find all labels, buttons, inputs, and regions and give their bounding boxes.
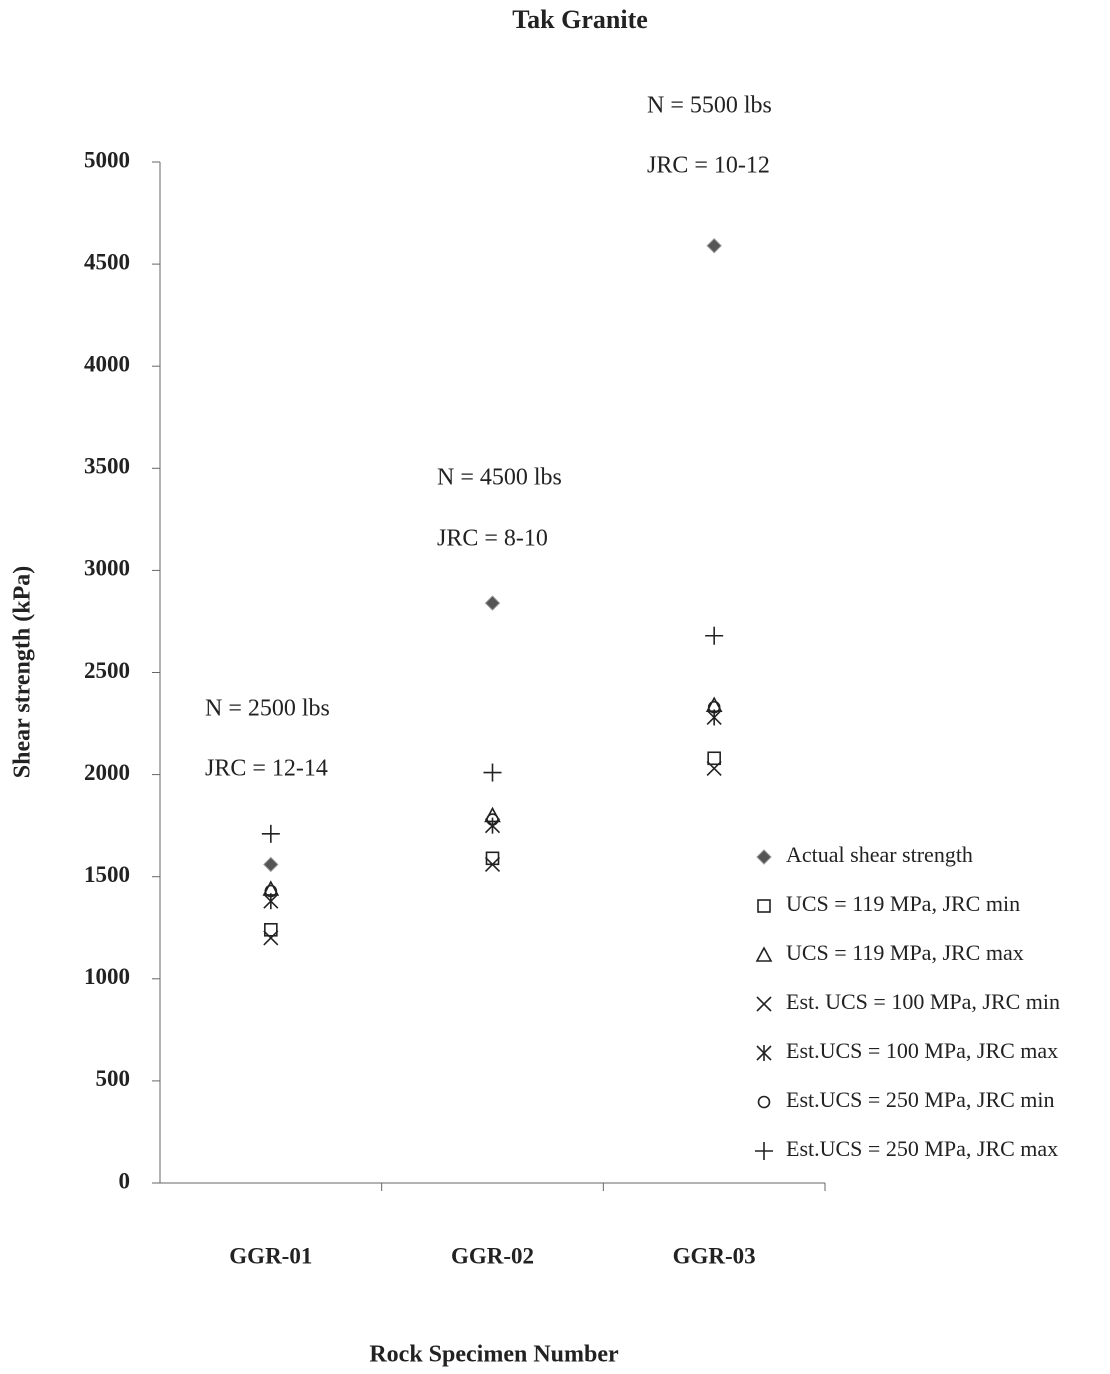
y-tick-label: 500 [96,1066,131,1091]
marker-part [708,752,720,764]
x-axis-label: Rock Specimen Number [369,1342,619,1368]
marker-part [707,239,721,253]
data-point [707,239,721,253]
legend-label: Est.UCS = 250 MPa, JRC min [786,1087,1055,1112]
data-point [484,764,502,782]
y-tick-label: 2500 [84,658,130,683]
legend-marker [757,850,771,864]
marker-part [757,850,771,864]
legend-label: UCS = 119 MPa, JRC max [786,940,1024,965]
y-tick-label: 1000 [84,964,130,989]
legend-marker [758,900,770,912]
marker-part [758,900,770,912]
y-tick-label: 2000 [84,760,130,785]
annotation: JRC = 8-10 [437,526,548,552]
y-tick-label: 1500 [84,862,130,887]
legend-label: Actual shear strength [786,842,973,867]
y-tick-label: 0 [119,1168,131,1193]
data-point [487,852,499,864]
legend-label: Est.UCS = 100 MPa, JRC max [786,1038,1058,1063]
y-tick-label: 5000 [84,147,130,172]
data-point [705,627,723,645]
y-axis-label: Shear strength (kPa) [10,566,36,778]
y-tick-label: 3000 [84,556,130,581]
annotation: JRC = 12-14 [205,756,328,782]
data-point [264,893,278,909]
legend-label: Est. UCS = 100 MPa, JRC min [786,989,1060,1014]
legend-label: UCS = 119 MPa, JRC min [786,891,1020,916]
legend-label: Est.UCS = 250 MPa, JRC max [786,1136,1058,1161]
legend-marker [757,948,771,961]
annotation: N = 4500 lbs [437,465,562,491]
y-tick-label: 3500 [84,454,130,479]
annotation: N = 2500 lbs [205,696,330,722]
annotation: N = 5500 lbs [647,93,772,119]
annotation: JRC = 10-12 [647,153,770,179]
legend-marker [759,1097,770,1108]
marker-part [757,948,771,961]
data-point [262,825,280,843]
y-tick-label: 4500 [84,249,130,274]
data-point [486,596,500,610]
data-point [264,931,278,945]
chart: Tak Granite Rock Specimen Number Shear s… [0,0,1110,1374]
y-tick-label: 4000 [84,351,130,376]
marker-part [487,852,499,864]
x-tick-label: GGR-01 [229,1243,312,1268]
marker-part [264,857,278,871]
marker-part [759,1097,770,1108]
marker-part [486,596,500,610]
data-point [707,709,721,725]
data-point [708,752,720,764]
data-point [264,857,278,871]
legend-marker [757,1045,771,1061]
legend-marker [755,1142,773,1160]
x-tick-label: GGR-02 [451,1243,534,1268]
legend-marker [757,997,771,1011]
x-tick-label: GGR-03 [673,1243,756,1268]
chart-title: Tak Granite [512,5,648,34]
